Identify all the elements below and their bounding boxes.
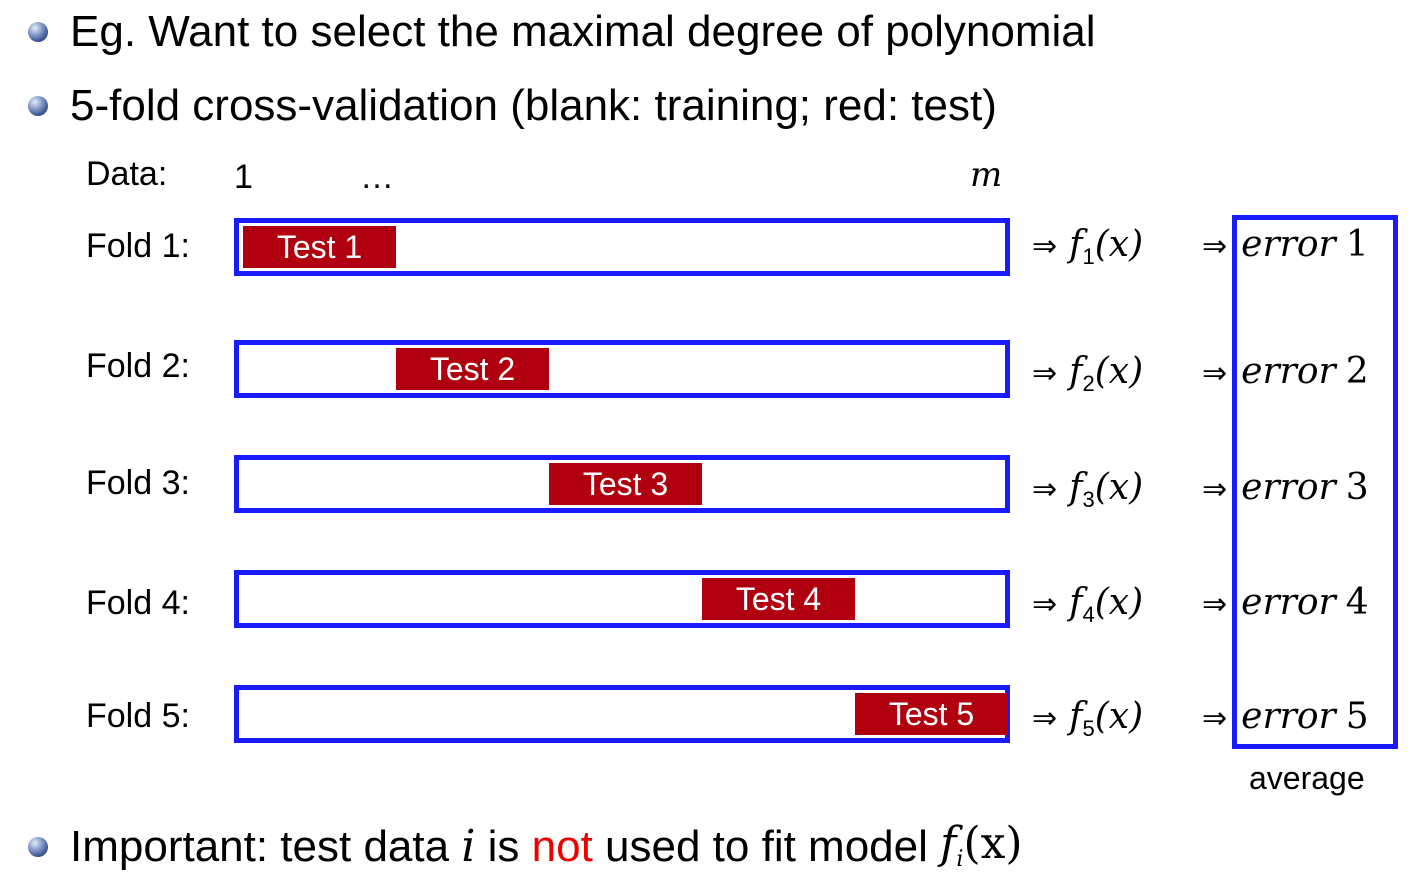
- model-output: ⇒ f1(x): [1032, 226, 1143, 268]
- important-suffix: used to fit model: [592, 821, 941, 871]
- bullet-1: Eg. Want to select the maximal degree of…: [28, 10, 1096, 54]
- fold-bar: Test 3: [234, 455, 1010, 513]
- bullet-1-text: Eg. Want to select the maximal degree of…: [70, 7, 1096, 56]
- model-f: f: [1069, 582, 1083, 623]
- model-f: f: [1069, 351, 1083, 392]
- important-model-index: i: [956, 847, 964, 872]
- fold-bar: Test 4: [234, 570, 1010, 628]
- error-word: error: [1241, 224, 1336, 265]
- model-arg: (x): [1094, 582, 1144, 623]
- model-f: f: [1069, 467, 1083, 508]
- error-word: error: [1241, 467, 1336, 508]
- data-end-index: m: [970, 155, 1003, 195]
- error-word: error: [1241, 582, 1336, 623]
- error-index: 3: [1345, 467, 1369, 508]
- model-output: ⇒ f5(x): [1032, 698, 1143, 740]
- fold-label: Fold 4:: [86, 584, 190, 622]
- error-output: ⇒ error 2: [1202, 353, 1369, 390]
- model-arg: (x): [1094, 224, 1144, 265]
- implies-arrow-icon: ⇒: [1202, 229, 1228, 264]
- model-output: ⇒ f4(x): [1032, 584, 1143, 626]
- error-index: 4: [1345, 582, 1369, 623]
- test-block: Test 5: [855, 693, 1008, 735]
- model-arg: (x): [1094, 696, 1144, 737]
- implies-arrow-icon: ⇒: [1202, 587, 1228, 622]
- fold-bar: Test 1: [234, 218, 1010, 276]
- fold-label: Fold 3:: [86, 464, 190, 502]
- implies-arrow-icon: ⇒: [1032, 587, 1058, 622]
- error-index: 1: [1345, 224, 1369, 265]
- test-block: Test 3: [549, 463, 702, 505]
- bullet-dot-icon: [28, 836, 48, 857]
- model-index: 4: [1082, 602, 1095, 627]
- error-output: ⇒ error 3: [1202, 469, 1369, 506]
- data-start-index: 1: [234, 158, 253, 196]
- model-f: f: [1069, 696, 1083, 737]
- model-index: 1: [1082, 244, 1095, 269]
- bullet-dot-icon: [28, 22, 48, 42]
- implies-arrow-icon: ⇒: [1032, 229, 1058, 264]
- model-index: 2: [1082, 371, 1095, 396]
- data-label: Data:: [86, 155, 168, 193]
- important-model-f: f: [940, 818, 957, 869]
- error-output: ⇒ error 5: [1202, 698, 1369, 735]
- important-mid: is: [475, 821, 532, 871]
- model-arg: (x): [1094, 467, 1144, 508]
- important-prefix: Important: test data: [70, 821, 462, 871]
- fold-label: Fold 2:: [86, 347, 190, 385]
- error-group-box: [1232, 215, 1398, 749]
- model-index: 5: [1082, 716, 1095, 741]
- implies-arrow-icon: ⇒: [1032, 356, 1058, 391]
- implies-arrow-icon: ⇒: [1202, 356, 1228, 391]
- important-model: fi(x): [940, 822, 1023, 871]
- important-model-arg: (x): [963, 818, 1023, 869]
- fold-bar: Test 2: [234, 340, 1010, 398]
- model-f: f: [1069, 224, 1083, 265]
- fold-label: Fold 1:: [86, 227, 190, 265]
- average-label: average: [1249, 760, 1365, 796]
- model-output: ⇒ f2(x): [1032, 353, 1143, 395]
- data-ellipsis: …: [360, 158, 394, 196]
- important-highlight: not: [531, 821, 593, 871]
- implies-arrow-icon: ⇒: [1032, 472, 1058, 507]
- error-word: error: [1241, 696, 1336, 737]
- test-block: Test 2: [396, 348, 549, 390]
- bullet-2: 5-fold cross-validation (blank: training…: [28, 84, 997, 128]
- test-block: Test 1: [243, 226, 396, 268]
- model-arg: (x): [1094, 351, 1144, 392]
- error-output: ⇒ error 4: [1202, 584, 1369, 621]
- implies-arrow-icon: ⇒: [1202, 472, 1228, 507]
- important-var: i: [461, 820, 476, 872]
- model-index: 3: [1082, 487, 1095, 512]
- error-output: ⇒ error 1: [1202, 226, 1369, 263]
- bullet-important: Important: test data i is not used to fi…: [28, 822, 1023, 871]
- bullet-dot-icon: [28, 96, 48, 116]
- error-index: 2: [1345, 351, 1369, 392]
- implies-arrow-icon: ⇒: [1202, 701, 1228, 736]
- implies-arrow-icon: ⇒: [1032, 701, 1058, 736]
- model-output: ⇒ f3(x): [1032, 469, 1143, 511]
- bullet-2-text: 5-fold cross-validation (blank: training…: [70, 81, 997, 130]
- test-block: Test 4: [702, 578, 855, 620]
- fold-bar: Test 5: [234, 685, 1010, 743]
- error-index: 5: [1345, 696, 1369, 737]
- error-word: error: [1241, 351, 1336, 392]
- fold-label: Fold 5:: [86, 697, 190, 735]
